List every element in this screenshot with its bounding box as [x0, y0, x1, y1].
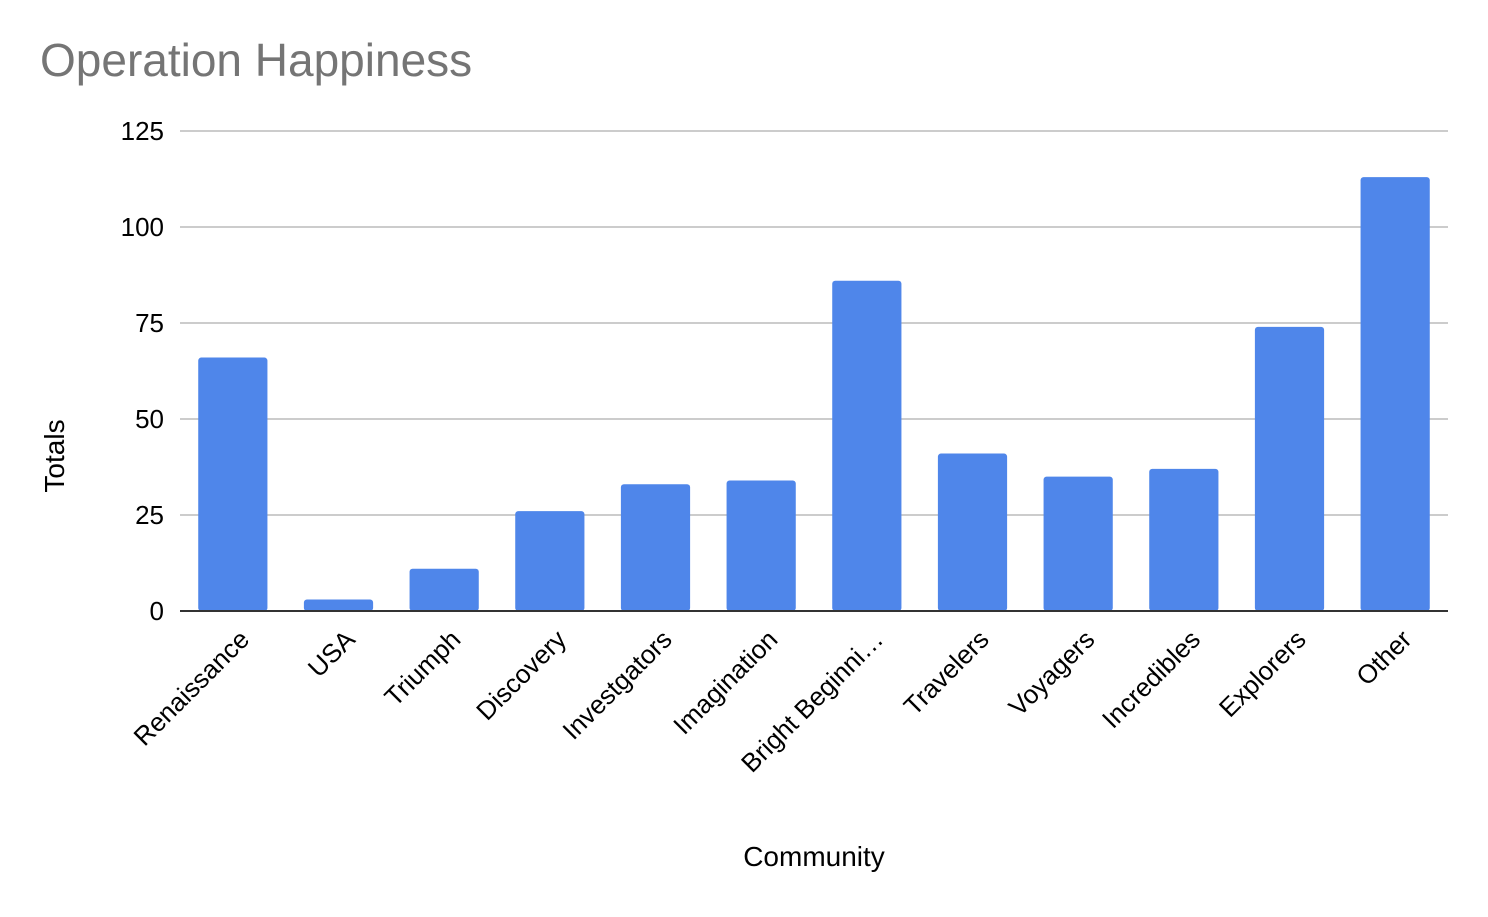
x-tick-label: Investgators: [556, 624, 677, 745]
y-tick-label: 0: [150, 596, 164, 626]
bar: [726, 480, 796, 611]
x-axis-title: Community: [743, 841, 885, 872]
x-tick-label: Explorers: [1213, 624, 1312, 723]
bar: [303, 599, 374, 611]
y-tick-label: 75: [135, 308, 164, 338]
x-tick-label: Incredibles: [1096, 624, 1206, 734]
bar: [198, 357, 268, 611]
bar: [1043, 476, 1113, 611]
bar: [515, 511, 585, 611]
bar: [409, 568, 479, 611]
bars: [198, 177, 1430, 611]
bar: [832, 280, 902, 611]
y-axis-title: Totals: [39, 419, 70, 492]
x-tick-label: Voyagers: [1003, 624, 1101, 722]
y-tick-label: 25: [135, 500, 164, 530]
y-tick-label: 125: [121, 116, 164, 146]
bar: [1254, 326, 1325, 611]
bar: [620, 484, 691, 611]
x-tick-label: Other: [1350, 624, 1417, 691]
bar: [1360, 177, 1430, 611]
x-tick-label: Renaissance: [128, 624, 256, 752]
bar: [1149, 468, 1219, 611]
x-tick-label: Triumph: [378, 624, 466, 712]
bar: [937, 453, 1008, 611]
chart-title: Operation Happiness: [40, 34, 472, 86]
x-tick-label: Imagination: [667, 624, 783, 740]
y-axis-ticks: 0 25 50 75 100 125: [121, 116, 164, 626]
x-tick-label: USA: [302, 624, 361, 683]
y-tick-label: 100: [121, 212, 164, 242]
x-axis-ticks: Renaissance USA Triumph DiscoveryInvestgato…: [128, 624, 1418, 779]
y-tick-label: 50: [135, 404, 164, 434]
gridlines: [180, 130, 1448, 516]
x-tick-label: Discovery: [470, 624, 572, 726]
x-tick-label: Travelers: [898, 624, 995, 721]
